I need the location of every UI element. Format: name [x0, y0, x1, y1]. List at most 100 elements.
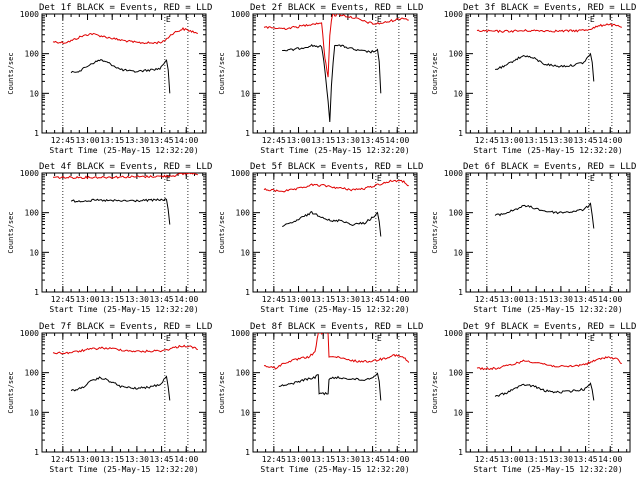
y-tick-label: 100: [25, 369, 40, 378]
plot-area: [465, 172, 631, 293]
y-axis-label: Counts/sec: [218, 371, 226, 413]
x-tick-label: 13:45: [361, 136, 385, 145]
panel-det-1: Det 1f BLACK = Events, RED = LLD E 1 10 100 1…: [7, 3, 212, 155]
y-tick-label: 1: [34, 448, 39, 457]
panel-title: Det 4f BLACK = Events, RED = LLD: [39, 162, 212, 172]
series-events: [494, 382, 595, 401]
series-lld: [476, 22, 622, 34]
y-tick-label: 1: [245, 129, 250, 138]
plot-area: [252, 172, 418, 293]
x-tick-label: 13:00: [499, 295, 523, 304]
marker-label: E: [166, 15, 171, 24]
y-axis-label: Counts/sec: [431, 211, 439, 253]
y-tick-label: 10: [240, 408, 250, 417]
series-lld: [263, 179, 409, 193]
y-axis-label: Counts/sec: [218, 211, 226, 253]
y-tick-label: 1000: [20, 169, 39, 178]
series-lld: [263, 14, 409, 78]
y-tick-label: 100: [25, 50, 40, 59]
plot-area: [465, 13, 631, 134]
x-tick-label: 13:00: [75, 455, 99, 464]
x-tick-label: 14:00: [598, 455, 622, 464]
x-axis-label: Start Time (25-May-15 12:32:20): [49, 465, 198, 474]
series-events: [282, 211, 382, 237]
x-tick-label: 13:15: [100, 455, 124, 464]
x-tick-label: 14:00: [385, 455, 409, 464]
x-tick-label: 13:30: [336, 455, 360, 464]
panel-title: Det 6f BLACK = Events, RED = LLD: [463, 162, 636, 172]
x-tick-label: 14:00: [598, 295, 622, 304]
x-tick-label: 13:00: [499, 455, 523, 464]
x-tick-label: 13:45: [150, 136, 174, 145]
x-tick-label: 13:00: [499, 136, 523, 145]
x-tick-label: 13:30: [549, 455, 573, 464]
series-events: [70, 59, 171, 94]
x-tick-label: 13:45: [361, 455, 385, 464]
x-tick-label: 13:00: [75, 136, 99, 145]
series-lld: [476, 356, 622, 371]
panel-det-3: Det 3f BLACK = Events, RED = LLD E 1 10 100 1…: [431, 3, 636, 155]
y-tick-label: 1: [245, 288, 250, 297]
x-tick-label: 12:45: [51, 295, 75, 304]
y-tick-label: 100: [25, 209, 40, 218]
x-tick-label: 13:15: [100, 136, 124, 145]
panel-title: Det 5f BLACK = Events, RED = LLD: [250, 162, 423, 172]
x-tick-label: 13:15: [524, 455, 548, 464]
marker-label: E: [377, 174, 382, 183]
panel-title: Det 7f BLACK = Events, RED = LLD: [39, 322, 212, 332]
panel-title: Det 9f BLACK = Events, RED = LLD: [463, 322, 636, 332]
x-axis-label: Start Time (25-May-15 12:32:20): [473, 465, 622, 474]
y-tick-label: 1000: [444, 169, 463, 178]
marker-label: E: [590, 334, 595, 343]
y-tick-label: 1000: [20, 10, 39, 19]
y-tick-label: 100: [236, 50, 251, 59]
y-tick-label: 1000: [444, 10, 463, 19]
y-tick-label: 1000: [231, 10, 250, 19]
x-axis-label: Start Time (25-May-15 12:32:20): [49, 146, 198, 155]
x-tick-label: 12:45: [475, 136, 499, 145]
series-lld: [52, 27, 199, 45]
panel-title: Det 8f BLACK = Events, RED = LLD: [250, 322, 423, 332]
x-tick-label: 13:15: [311, 455, 335, 464]
panel-title: Det 1f BLACK = Events, RED = LLD: [39, 3, 212, 13]
x-tick-label: 12:45: [262, 136, 286, 145]
series-lld: [52, 173, 198, 180]
series-lld: [52, 344, 199, 355]
y-tick-label: 1: [34, 288, 39, 297]
x-tick-label: 12:45: [475, 295, 499, 304]
y-axis-label: Counts/sec: [7, 211, 15, 253]
y-tick-label: 1000: [231, 329, 250, 338]
panel-det-5: Det 5f BLACK = Events, RED = LLD E 1 10 100 1…: [218, 162, 423, 314]
y-tick-label: 100: [236, 209, 251, 218]
y-tick-label: 1: [458, 288, 463, 297]
y-tick-label: 100: [236, 369, 251, 378]
y-tick-label: 1000: [444, 329, 463, 338]
y-axis-label: Counts/sec: [431, 52, 439, 94]
x-tick-label: 13:45: [574, 455, 598, 464]
series-events: [70, 375, 171, 401]
x-tick-label: 13:30: [125, 295, 149, 304]
y-tick-label: 10: [453, 89, 463, 98]
marker-label: E: [166, 174, 171, 183]
panel-title: Det 3f BLACK = Events, RED = LLD: [463, 3, 636, 13]
x-axis-label: Start Time (25-May-15 12:32:20): [473, 146, 622, 155]
x-tick-label: 13:00: [286, 136, 310, 145]
x-tick-label: 14:00: [174, 455, 198, 464]
y-tick-label: 1000: [231, 169, 250, 178]
x-tick-label: 13:15: [524, 295, 548, 304]
y-tick-label: 10: [240, 89, 250, 98]
x-tick-label: 13:45: [150, 295, 174, 304]
x-tick-label: 13:30: [549, 136, 573, 145]
y-tick-label: 10: [29, 248, 39, 257]
x-tick-label: 13:00: [75, 295, 99, 304]
y-tick-label: 1: [34, 129, 39, 138]
x-tick-label: 13:15: [311, 295, 335, 304]
x-axis-label: Start Time (25-May-15 12:32:20): [49, 305, 198, 314]
x-tick-label: 12:45: [262, 295, 286, 304]
y-tick-label: 10: [29, 89, 39, 98]
panel-det-8: Det 8f BLACK = Events, RED = LLD E 1 10 100 1…: [218, 322, 423, 474]
marker-label: E: [377, 15, 382, 24]
y-tick-label: 1: [458, 448, 463, 457]
y-tick-label: 100: [449, 50, 464, 59]
